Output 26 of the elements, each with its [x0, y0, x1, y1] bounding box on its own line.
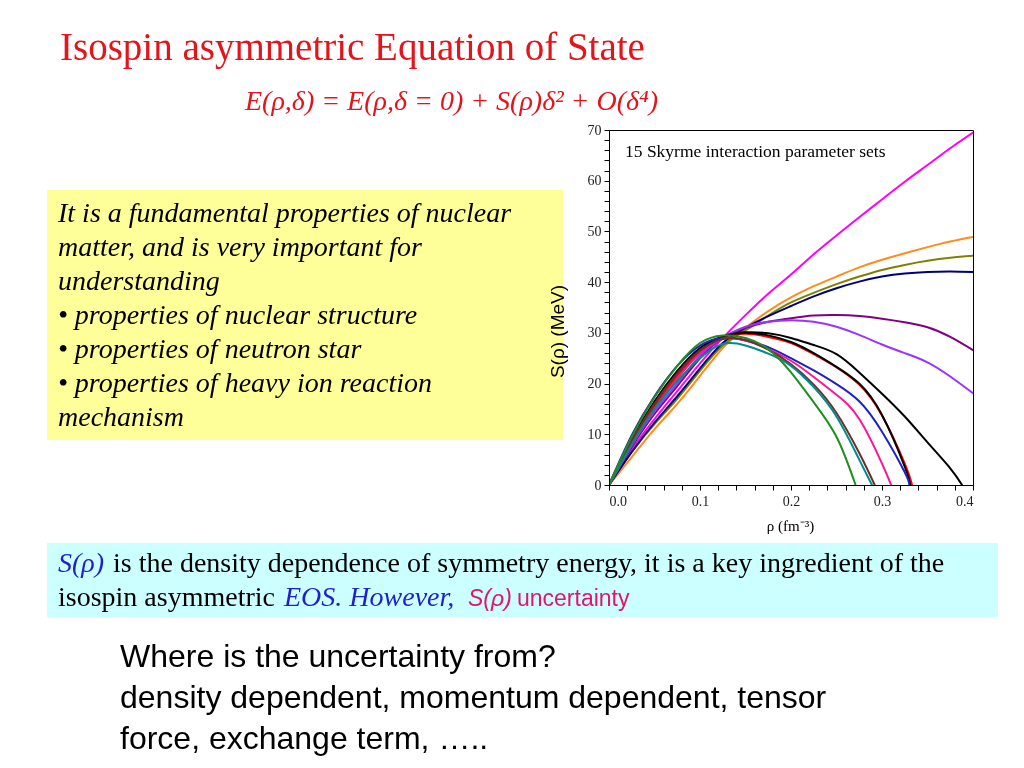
y-tick-label: 20 [587, 376, 602, 392]
y-tick-label: 30 [587, 325, 602, 341]
text: EOS. However, [283, 581, 455, 612]
x-tick-label: 0.2 [782, 493, 801, 509]
y-tick-label: 70 [587, 122, 602, 138]
x-axis-title: ρ (fm⁻³) [766, 517, 815, 535]
y-tick-label: 10 [587, 426, 602, 442]
text: S(ρ) [58, 547, 105, 578]
chart-subtitle: E(ρ,δ) = E(ρ,δ = 0) + S(ρ)δ² + O(δ⁴) [244, 85, 659, 116]
x-tick-label: 0.0 [609, 493, 627, 509]
text: uncertainty [517, 585, 631, 611]
text: Where is the uncertainty from? density dependent, momentum dependent, tensor force, exchange term, ….. [120, 638, 827, 756]
text: S(ρ) [468, 585, 512, 611]
annotation: 15 Skyrme interaction parameter sets [625, 141, 886, 161]
text: is the density dependence of symmetry energy, it is a key ingredient of the [113, 547, 945, 578]
x-tick-label: 0.1 [691, 493, 710, 509]
x-tick-label: 0.4 [956, 493, 974, 509]
y-axis-title: S(ρ) (MeV) [546, 284, 568, 379]
text: isospin asymmetric [58, 581, 275, 612]
y-tick-label: 0 [594, 477, 602, 493]
text: It is a fundamental properties of nuclear matter, and is very important for understanding • properties of nuclear structure • properties of neutron star • properties of heavy ion reaction mechanism [57, 197, 512, 432]
y-tick-label: 40 [587, 274, 602, 290]
chart-title: Isospin asymmetric Equation of State [60, 25, 645, 69]
y-tick-label: 50 [587, 223, 602, 239]
y-tick-label: 60 [587, 173, 602, 189]
x-tick-label: 0.3 [873, 493, 892, 509]
